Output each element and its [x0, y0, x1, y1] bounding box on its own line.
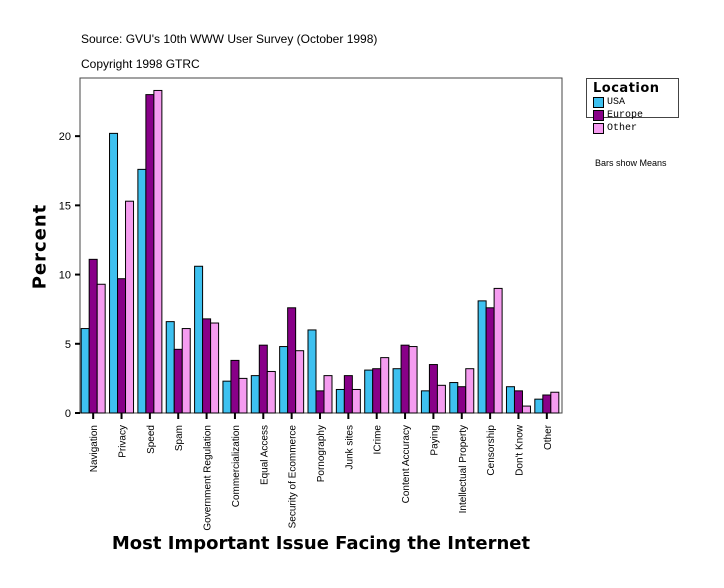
- x-tick-label: Other: [543, 424, 554, 450]
- x-tick-label: ICrime: [373, 425, 384, 455]
- y-tick-label: 20: [59, 131, 71, 143]
- x-tick-label: Privacy: [118, 425, 129, 458]
- x-tick-label: Pornography: [316, 425, 327, 482]
- bar-usa: [307, 329, 317, 414]
- bar-europe: [287, 307, 297, 414]
- bar-other: [323, 375, 333, 414]
- bar-usa: [364, 369, 374, 414]
- bar-other: [550, 391, 560, 414]
- bar-europe: [428, 364, 438, 414]
- bar-usa: [420, 390, 430, 414]
- bar-europe: [372, 368, 382, 414]
- x-tick-label: Censorship: [486, 425, 497, 476]
- legend: Location USA Europe Other: [586, 78, 679, 134]
- x-tick-label: Government Regulation: [203, 425, 214, 531]
- bar-other: [408, 346, 418, 414]
- bar-europe: [173, 348, 183, 414]
- bar-other: [436, 384, 446, 414]
- bar-other: [238, 377, 248, 414]
- bar-europe: [202, 318, 212, 414]
- bar-usa: [534, 398, 544, 414]
- bar-usa: [449, 382, 459, 414]
- bar-usa: [505, 386, 515, 414]
- bar-other: [181, 328, 191, 414]
- bar-other: [125, 200, 135, 414]
- bar-usa: [80, 328, 90, 414]
- bar-europe: [315, 390, 325, 414]
- x-tick-label: Spam: [174, 425, 185, 451]
- bar-other: [210, 322, 220, 414]
- bar-europe: [230, 359, 240, 414]
- legend-item-other: Other: [593, 122, 678, 135]
- x-tick-label: Content Accuracy: [401, 425, 412, 503]
- legend-item-usa: USA: [593, 96, 678, 109]
- bar-europe: [117, 278, 127, 414]
- bar-usa: [137, 168, 147, 414]
- bar-usa: [194, 265, 204, 414]
- y-axis-title: Percent: [29, 203, 51, 290]
- x-tick-label: Junk sites: [344, 425, 355, 469]
- bar-other: [380, 357, 390, 414]
- bar-usa: [109, 132, 119, 414]
- y-tick-label: 15: [59, 200, 71, 212]
- bar-europe: [343, 375, 353, 414]
- bar-usa: [335, 388, 345, 414]
- bar-other: [153, 89, 163, 414]
- legend-swatch: [593, 123, 604, 134]
- bar-europe: [542, 394, 552, 414]
- note: Bars show Means: [595, 158, 667, 168]
- x-axis-title: Most Important Issue Facing the Internet: [111, 533, 531, 554]
- bar-europe: [485, 307, 495, 414]
- bar-other: [521, 405, 531, 414]
- legend-title: Location: [593, 81, 660, 96]
- x-tick-label: Intellectual Property: [458, 425, 469, 513]
- bar-other: [266, 370, 276, 414]
- source-text: Source: GVU's 10th WWW User Survey (Octo…: [81, 32, 378, 46]
- bar-other: [351, 388, 361, 414]
- bar-usa: [477, 300, 487, 414]
- x-tick-label: Paying: [429, 425, 440, 456]
- bar-other: [493, 287, 503, 414]
- y-tick-label: 0: [65, 408, 71, 420]
- x-tick-label: Security of Ecommerce: [288, 425, 299, 529]
- bar-europe: [145, 94, 155, 414]
- bar-usa: [165, 321, 175, 414]
- bar-europe: [457, 386, 467, 414]
- x-tick-label: Don't Know: [514, 424, 525, 476]
- legend-swatch: [593, 97, 604, 108]
- bar-usa: [222, 380, 232, 414]
- y-tick-label: 5: [65, 339, 71, 351]
- legend-item-europe: Europe: [593, 109, 678, 122]
- bar-europe: [258, 344, 268, 414]
- copyright-text: Copyright 1998 GTRC: [81, 57, 200, 71]
- x-tick-label: Equal Access: [259, 425, 270, 485]
- bar-europe: [88, 258, 98, 414]
- bar-europe: [400, 344, 410, 414]
- bar-usa: [250, 375, 260, 414]
- x-tick-label: Commercialization: [231, 425, 242, 507]
- bar-other: [96, 283, 106, 414]
- y-tick-label: 10: [59, 270, 71, 282]
- bar-europe: [513, 390, 523, 414]
- x-tick-label: Navigation: [89, 425, 100, 472]
- x-tick-label: Speed: [146, 425, 157, 454]
- legend-swatch: [593, 110, 604, 121]
- bar-usa: [279, 346, 289, 414]
- bar-other: [465, 368, 475, 414]
- bar-other: [295, 350, 305, 414]
- bar-usa: [392, 368, 402, 414]
